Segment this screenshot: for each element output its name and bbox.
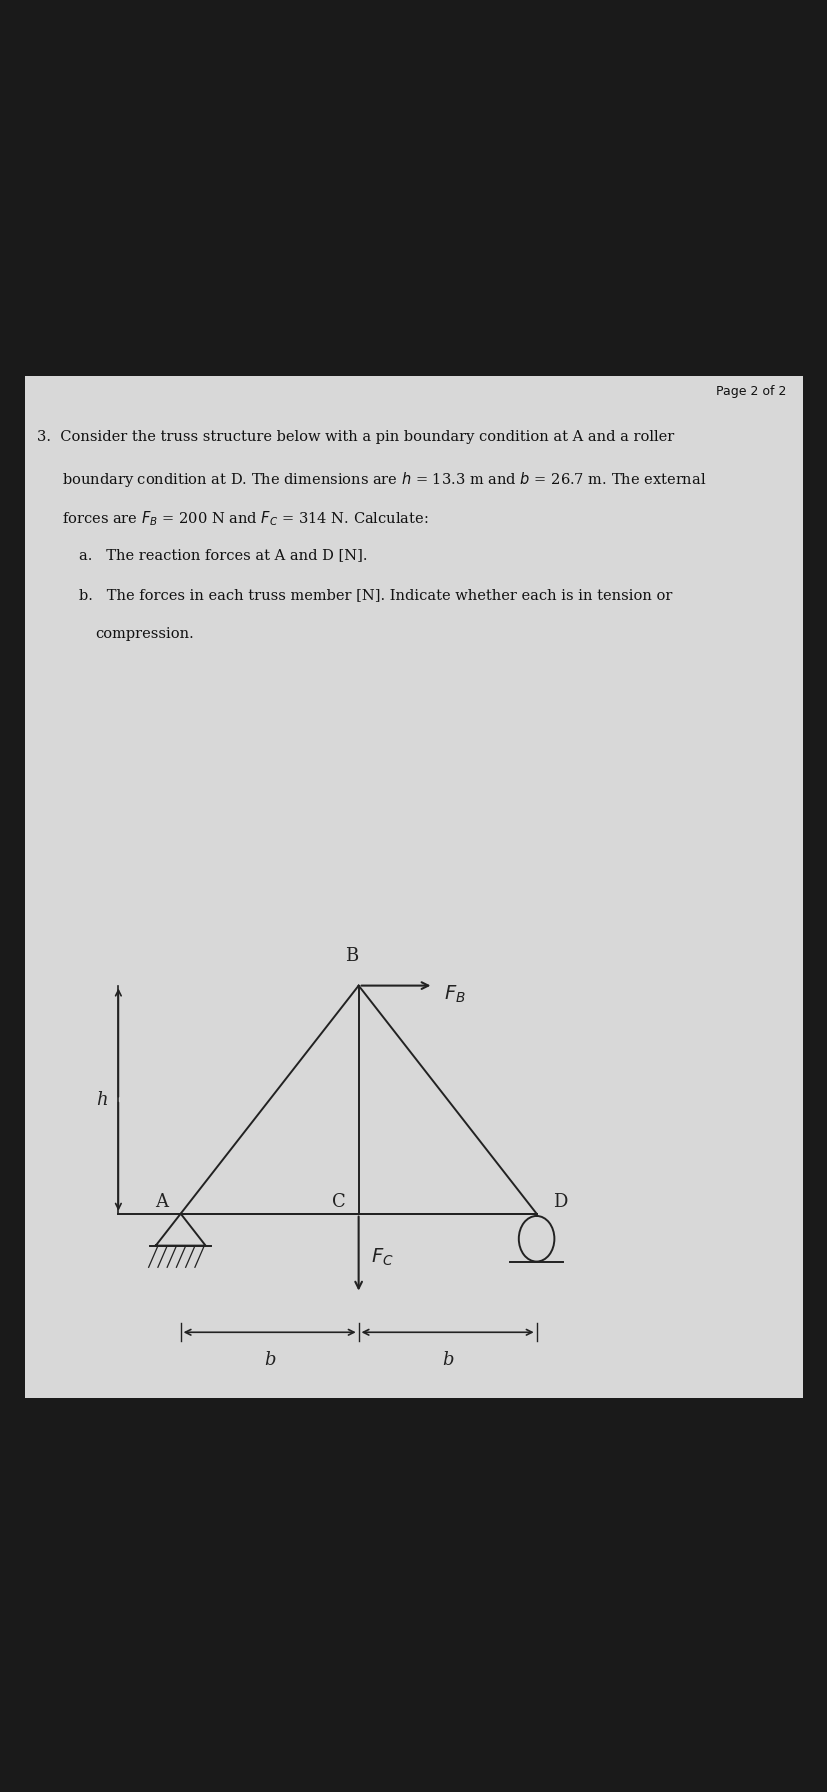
Text: 3.  Consider the truss structure below with a pin boundary condition at A and a : 3. Consider the truss structure below wi…	[37, 430, 674, 444]
Text: b.   The forces in each truss member [N]. Indicate whether each is in tension or: b. The forces in each truss member [N]. …	[79, 588, 672, 602]
Text: b: b	[264, 1351, 275, 1369]
Text: compression.: compression.	[95, 627, 194, 642]
Text: A: A	[155, 1193, 168, 1211]
Text: C: C	[332, 1193, 346, 1211]
Text: $F_B$: $F_B$	[443, 984, 466, 1005]
Text: b: b	[442, 1351, 453, 1369]
Text: Page 2 of 2: Page 2 of 2	[715, 385, 786, 398]
Text: forces are $F_B$ = 200 N and $F_C$ = 314 N. Calculate:: forces are $F_B$ = 200 N and $F_C$ = 314…	[62, 509, 428, 527]
Text: h: h	[97, 1091, 108, 1109]
Text: D: D	[552, 1193, 566, 1211]
Text: $F_C$: $F_C$	[370, 1247, 394, 1269]
Bar	[25, 376, 802, 1398]
Text: boundary condition at D. The dimensions are $h$ = 13.3 m and $b$ = 26.7 m. The e: boundary condition at D. The dimensions …	[62, 470, 705, 489]
Text: a.   The reaction forces at A and D [N].: a. The reaction forces at A and D [N].	[79, 548, 366, 563]
Text: B: B	[345, 948, 358, 966]
